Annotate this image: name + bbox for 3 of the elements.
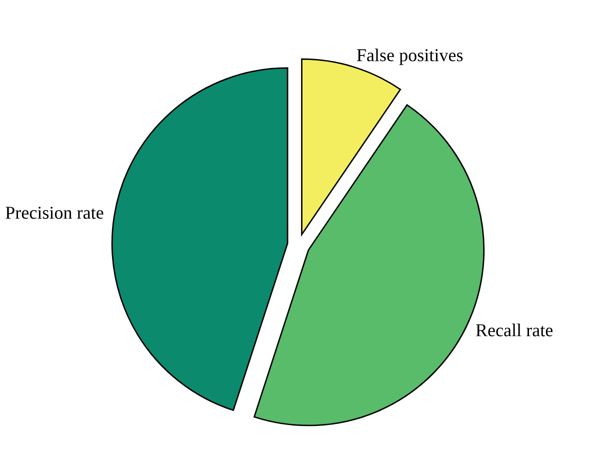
slice-label: False positives <box>356 48 463 65</box>
slice-label: Precision rate <box>6 206 104 219</box>
slice-label: Recall rate <box>476 324 553 336</box>
